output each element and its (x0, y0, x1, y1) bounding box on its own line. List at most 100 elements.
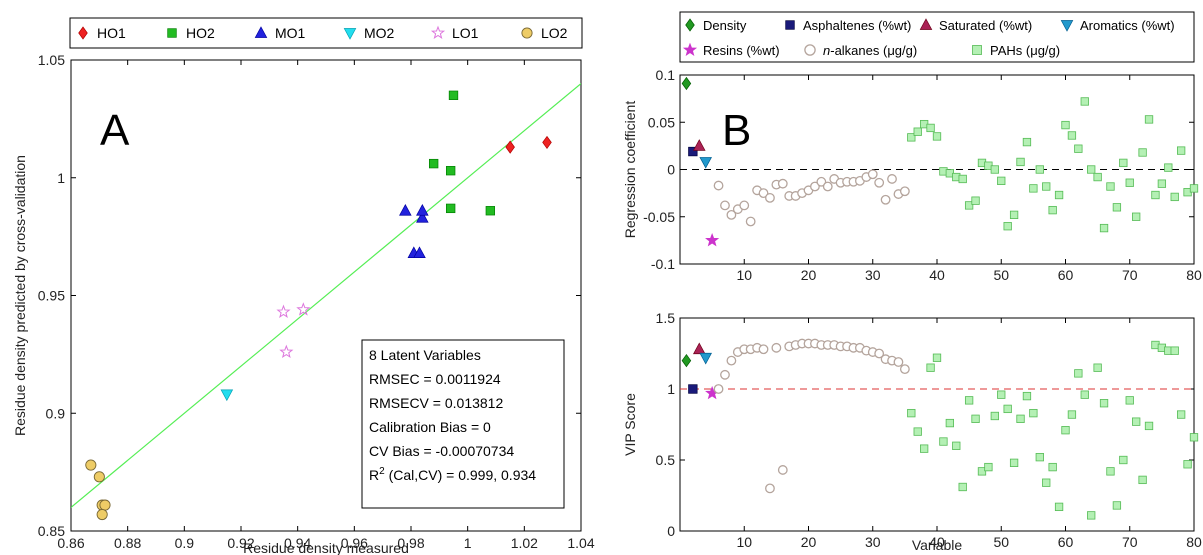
point-pahs-g-g (964, 201, 974, 210)
x-tick-label: 60 (1058, 534, 1074, 550)
y-tick-label: -0.05 (643, 209, 675, 225)
annotation-line: 8 Latent Variables (369, 347, 481, 363)
point-pahs-g-g (1061, 426, 1070, 435)
legend-label-n-alkanes-g-g: n-alkanes (μg/g) (823, 43, 917, 58)
point-pahs-g-g (1170, 192, 1179, 202)
point-asphaltenes-wt (688, 146, 698, 157)
point-n-alkanes-g-g (739, 200, 750, 211)
point-pahs-g-g (1035, 165, 1044, 174)
point-pahs-g-g (1009, 210, 1019, 220)
point-lo2 (93, 471, 105, 483)
legend-label-lo1: LO1 (452, 25, 479, 41)
point-pahs-g-g (1144, 115, 1154, 124)
point-ho2 (485, 206, 496, 216)
point-pahs-g-g (1125, 396, 1134, 405)
point-mo1 (416, 211, 429, 223)
point-n-alkanes-g-g (867, 169, 878, 180)
legend-marker-ho2 (167, 28, 177, 38)
point-pahs-g-g (1080, 97, 1089, 106)
point-pahs-g-g (1067, 131, 1077, 140)
point-lo2 (96, 508, 108, 521)
point-pahs-g-g (971, 196, 980, 205)
point-ho2 (445, 166, 456, 176)
x-axis-label: Residue density measured (243, 540, 409, 555)
annotation-line: Calibration Bias = 0 (369, 419, 491, 435)
point-n-alkanes-g-g (713, 384, 724, 394)
legend-marker-resins-wt (682, 42, 698, 57)
point-pahs-g-g (926, 123, 935, 133)
point-density (681, 354, 692, 368)
point-pahs-g-g (1151, 190, 1160, 200)
legend-marker-density (685, 18, 695, 32)
point-n-alkanes-g-g (777, 465, 788, 475)
point-n-alkanes-g-g (720, 200, 730, 211)
x-tick-label: 0.86 (57, 535, 84, 551)
point-pahs-g-g (932, 353, 942, 362)
point-pahs-g-g (1054, 502, 1064, 512)
legend-label-density: Density (703, 18, 747, 33)
r2-rest: (Cal,CV) = 0.999, 0.934 (385, 467, 537, 483)
point-saturated-wt (692, 139, 706, 151)
point-pahs-g-g (977, 467, 987, 476)
x-tick-label: 30 (865, 267, 881, 283)
point-pahs-g-g (1189, 433, 1199, 442)
legend-label-mo1: MO1 (275, 25, 306, 41)
point-pahs-g-g (1042, 478, 1051, 487)
point-n-alkanes-g-g (899, 364, 910, 375)
point-pahs-g-g (1112, 203, 1122, 212)
legend-label-lo2: LO2 (541, 25, 568, 41)
x-tick-label: 0.92 (227, 535, 254, 551)
x-tick-label: 60 (1058, 267, 1074, 283)
legend-marker-ho1 (78, 26, 88, 40)
x-tick-label: 80 (1186, 267, 1202, 283)
point-pahs-g-g (1099, 399, 1109, 408)
legend-marker-mo1 (254, 26, 268, 38)
point-pahs-g-g (1003, 404, 1012, 414)
y-axis-label: Regression coefficient (622, 101, 638, 239)
point-n-alkanes-g-g (713, 180, 724, 191)
x-tick-label: 20 (801, 267, 817, 283)
point-pahs-g-g (1177, 146, 1186, 155)
legend-label-saturated-wt: Saturated (%wt) (939, 18, 1032, 33)
annotation-box (361, 339, 565, 509)
point-pahs-g-g (920, 444, 929, 453)
point-pahs-g-g (1048, 205, 1057, 215)
x-tick-label: 0.94 (284, 535, 311, 551)
point-pahs-g-g (1009, 458, 1019, 467)
point-pahs-g-g (1132, 417, 1141, 426)
y-tick-label: 1 (57, 170, 65, 186)
x-tick-label: 40 (929, 267, 945, 283)
point-pahs-g-g (997, 390, 1006, 399)
point-pahs-g-g (1170, 346, 1179, 355)
x-tick-label: 0.96 (341, 535, 368, 551)
point-lo1 (279, 344, 294, 359)
point-pahs-g-g (1106, 182, 1115, 191)
point-aromatics-wt (699, 352, 712, 365)
point-pahs-g-g (1183, 460, 1192, 469)
y-tick-label: 0.9 (46, 405, 66, 421)
point-resins-wt (705, 232, 720, 247)
point-pahs-g-g (907, 133, 916, 142)
panel-letter-a: A (100, 106, 130, 155)
chart-a: 0.86 0.88 0.9 0.92 0.94 0.96 0.98 1 1.02 1.040.85… (12, 52, 595, 555)
point-pahs-g-g (1125, 178, 1134, 187)
point-pahs-g-g (964, 396, 974, 405)
point-pahs-g-g (1003, 222, 1012, 231)
point-pahs-g-g (1074, 144, 1083, 153)
annotation-line: RMSECV = 0.013812 (369, 395, 503, 411)
point-n-alkanes-g-g (810, 181, 820, 192)
chart-b-regression: 10 20 30 40 50 60 70 80 -0.1 -0.05 0 0.05 0.1 Regress… (622, 67, 1202, 283)
point-pahs-g-g (1029, 408, 1038, 418)
point-density (681, 76, 692, 91)
point-pahs-g-g (1022, 391, 1032, 401)
legend-label-mo2: MO2 (364, 25, 395, 41)
point-pahs-g-g (913, 127, 922, 136)
x-tick-label: 40 (929, 534, 945, 550)
point-pahs-g-g (1067, 410, 1077, 419)
point-pahs-g-g (1157, 179, 1167, 188)
point-n-alkanes-g-g (745, 216, 756, 227)
point-pahs-g-g (1074, 369, 1083, 378)
point-n-alkanes-g-g (887, 174, 897, 184)
point-n-alkanes-g-g (880, 194, 891, 205)
x-tick-label: 0.88 (114, 535, 141, 551)
